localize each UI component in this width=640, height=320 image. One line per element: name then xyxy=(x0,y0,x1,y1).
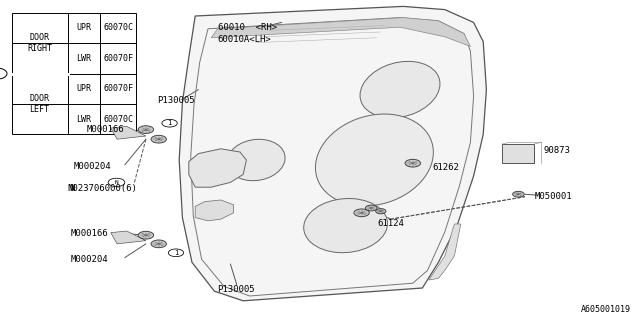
Text: 60010  <RH>: 60010 <RH> xyxy=(218,23,276,32)
Text: 60070C: 60070C xyxy=(103,115,133,124)
Text: M000166: M000166 xyxy=(86,125,124,134)
Text: 1: 1 xyxy=(174,250,178,256)
Text: 60070F: 60070F xyxy=(103,84,133,93)
Text: P130005: P130005 xyxy=(157,96,195,105)
Text: UPR: UPR xyxy=(76,84,92,93)
Text: N: N xyxy=(70,184,75,193)
Text: 61262: 61262 xyxy=(432,164,459,172)
Circle shape xyxy=(162,119,177,127)
Ellipse shape xyxy=(304,198,387,253)
Ellipse shape xyxy=(360,61,440,118)
Ellipse shape xyxy=(227,139,285,181)
Polygon shape xyxy=(189,149,246,187)
Text: M000166: M000166 xyxy=(70,229,108,238)
Polygon shape xyxy=(195,200,234,221)
Text: 90873: 90873 xyxy=(544,146,571,155)
Text: UPR: UPR xyxy=(76,23,92,33)
Text: P130005: P130005 xyxy=(218,285,255,294)
Text: A605001019: A605001019 xyxy=(580,305,630,314)
Text: N023706000(6): N023706000(6) xyxy=(67,184,137,193)
Circle shape xyxy=(376,209,386,214)
Text: 61124: 61124 xyxy=(378,220,404,228)
Text: 60070F: 60070F xyxy=(103,54,133,63)
Text: LWR: LWR xyxy=(76,115,92,124)
Circle shape xyxy=(405,159,420,167)
Text: 1: 1 xyxy=(168,120,172,126)
Circle shape xyxy=(151,135,166,143)
Polygon shape xyxy=(179,6,486,301)
Text: M000204: M000204 xyxy=(74,162,111,171)
Text: M000204: M000204 xyxy=(70,255,108,264)
Text: 60070C: 60070C xyxy=(103,23,133,33)
Text: LWR: LWR xyxy=(76,54,92,63)
Circle shape xyxy=(151,240,166,248)
Text: DOOR
LEFT: DOOR LEFT xyxy=(29,94,50,114)
Polygon shape xyxy=(429,224,461,280)
Ellipse shape xyxy=(316,114,433,206)
Circle shape xyxy=(0,68,7,79)
Circle shape xyxy=(354,209,369,217)
Circle shape xyxy=(513,191,524,197)
Circle shape xyxy=(108,178,125,187)
Circle shape xyxy=(168,249,184,257)
Polygon shape xyxy=(211,18,470,46)
Bar xyxy=(502,144,534,163)
Text: M050001: M050001 xyxy=(534,192,572,201)
Text: DOOR
RIGHT: DOOR RIGHT xyxy=(27,34,52,53)
Polygon shape xyxy=(111,126,146,139)
Polygon shape xyxy=(111,231,146,244)
Circle shape xyxy=(138,126,154,133)
Text: 60010A<LH>: 60010A<LH> xyxy=(218,36,271,44)
Circle shape xyxy=(365,205,377,211)
Text: N: N xyxy=(115,180,118,185)
Circle shape xyxy=(138,231,154,239)
Bar xyxy=(12,13,136,134)
